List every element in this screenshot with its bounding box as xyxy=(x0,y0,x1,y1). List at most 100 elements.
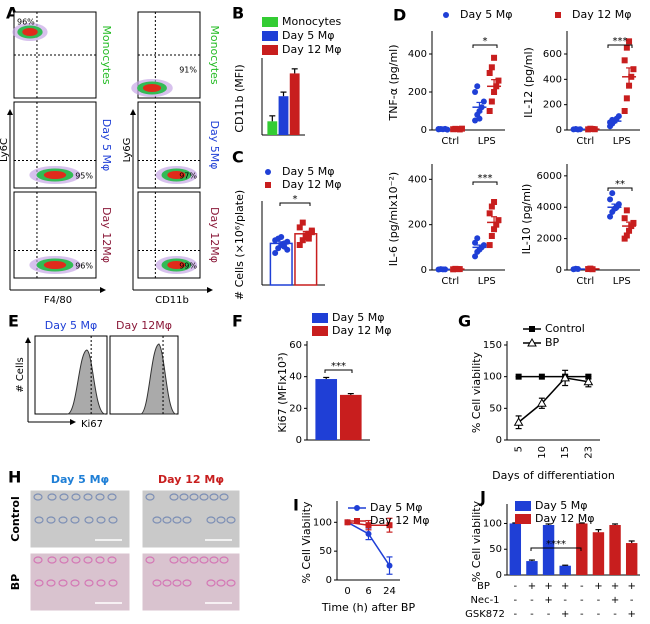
treatment-sign: - xyxy=(580,581,584,592)
legend-label: Day 5 Mφ xyxy=(460,8,512,21)
y-axis-label: TNF-α (pg/ml) xyxy=(387,44,400,121)
significance-bracket xyxy=(607,187,633,191)
cell xyxy=(226,579,236,587)
panel-label: E xyxy=(8,312,19,331)
data-point xyxy=(623,95,630,102)
significance-bracket xyxy=(279,202,311,206)
cell xyxy=(216,516,226,524)
y-tick-label: 40 xyxy=(289,372,302,383)
legend-label: Day 5 Mφ xyxy=(282,165,334,178)
cell xyxy=(96,579,106,587)
y-tick-label: 50 xyxy=(319,546,332,557)
y-axis-label: IL-6 (pg/mlx10⁻²) xyxy=(387,172,400,266)
axis-label: F4/80 xyxy=(44,295,72,306)
cell-cloud xyxy=(167,171,186,179)
treatment-sign: + xyxy=(627,609,635,620)
cell xyxy=(46,579,56,587)
cell xyxy=(107,493,117,501)
data-point xyxy=(476,115,483,122)
gate-percent: 96% xyxy=(75,262,93,271)
treatment-sign: + xyxy=(561,609,569,620)
cell xyxy=(108,579,118,587)
legend-swatch xyxy=(265,182,271,188)
treatment-sign: + xyxy=(594,581,602,592)
column-title: Day 5 Mφ xyxy=(51,473,109,486)
cell xyxy=(199,493,209,501)
x-tick-label: LPS xyxy=(478,136,496,147)
y-tick-label: 0 xyxy=(421,265,427,276)
data-point xyxy=(474,235,481,242)
y-axis-label: CD11b (MFI) xyxy=(233,64,246,132)
treatment-sign: - xyxy=(530,595,534,606)
treatment-sign: - xyxy=(514,595,518,606)
cell xyxy=(209,556,219,564)
data-point xyxy=(623,207,630,214)
y-axis-label: % Cell Viability xyxy=(300,501,313,584)
cell xyxy=(34,579,44,587)
data-point xyxy=(486,108,493,114)
data-point xyxy=(615,113,622,120)
y-tick-label: 0 xyxy=(296,435,302,446)
cell xyxy=(189,493,199,501)
significance-label: * xyxy=(293,194,298,205)
significance-label: **** xyxy=(546,539,566,550)
significance-bracket xyxy=(530,547,582,551)
data-point xyxy=(630,219,637,226)
y-tick-label: 0 xyxy=(326,575,332,586)
bar xyxy=(625,543,638,575)
data-point xyxy=(615,201,622,208)
data-point xyxy=(607,213,614,220)
x-axis-label: Time (h) after BP xyxy=(321,601,416,614)
gate-percent: 99% xyxy=(179,262,197,271)
legend-swatch xyxy=(443,12,449,18)
legend-swatch xyxy=(262,45,278,55)
data-point xyxy=(486,210,493,217)
cell xyxy=(162,579,172,587)
y-tick-label: 100 xyxy=(483,372,502,383)
legend-swatch xyxy=(515,501,531,511)
x-tick-label: Ctrl xyxy=(441,136,459,147)
legend-label: Day 12 Mφ xyxy=(282,178,341,191)
data-point xyxy=(299,237,306,244)
treatment-sign: - xyxy=(514,581,518,592)
data-point xyxy=(495,217,502,224)
axis-label: Ly6G xyxy=(122,138,133,163)
legend-swatch xyxy=(262,31,278,41)
y-tick-label: 50 xyxy=(489,403,502,414)
data-point xyxy=(305,235,312,242)
treatment-sign: - xyxy=(597,609,601,620)
data-point xyxy=(480,242,487,249)
legend-swatch xyxy=(527,337,537,347)
bar xyxy=(289,73,300,135)
data-point xyxy=(621,235,628,242)
cell xyxy=(219,493,229,501)
data-point xyxy=(480,98,487,105)
y-axis-label: % Cell viability xyxy=(470,351,483,433)
data-point xyxy=(621,57,628,64)
data-point xyxy=(386,562,393,569)
significance-bracket xyxy=(607,44,633,48)
cell-cloud xyxy=(22,28,38,36)
data-point xyxy=(607,196,614,203)
cell xyxy=(70,579,80,587)
legend-label: Day 12 Mφ xyxy=(535,512,594,525)
cell xyxy=(179,556,189,564)
cell xyxy=(172,516,182,524)
panel-label: H xyxy=(8,468,21,487)
data-point xyxy=(296,224,303,231)
treatment-sign: + xyxy=(544,595,552,606)
treatment-sign: + xyxy=(627,581,635,592)
cell xyxy=(216,579,226,587)
data-point xyxy=(621,215,628,222)
legend-swatch xyxy=(515,514,531,524)
y-axis-label: IL-10 (pg/ml) xyxy=(520,184,533,255)
data-point xyxy=(491,226,498,233)
cell-cloud xyxy=(43,171,67,179)
axis-label: Ly6C xyxy=(0,138,10,162)
data-point xyxy=(537,398,547,407)
y-axis-label: % Cell viability xyxy=(470,500,483,582)
data-point xyxy=(488,203,495,210)
data-point xyxy=(488,64,495,71)
cell xyxy=(172,579,182,587)
data-point xyxy=(344,519,351,526)
